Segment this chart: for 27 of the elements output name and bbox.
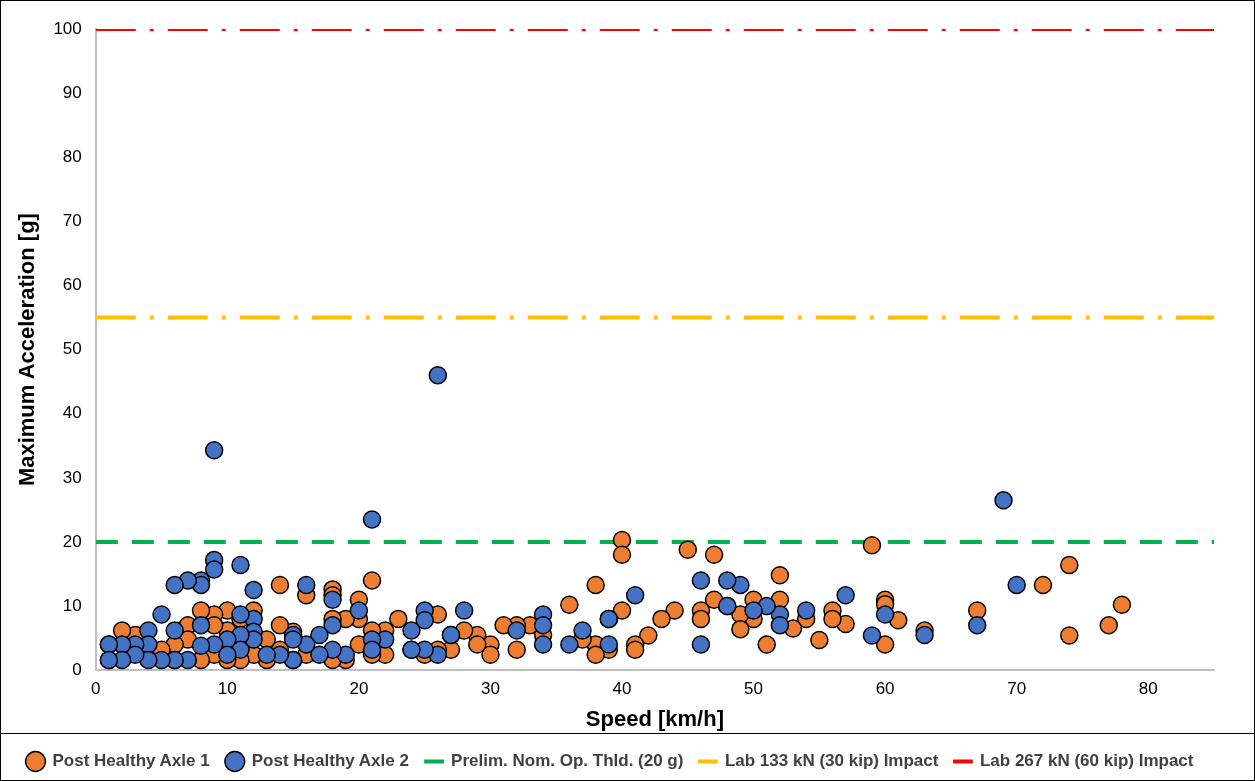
legend-label: Lab 267 kN (60 kip) Impact (979, 751, 1194, 771)
x-axis-title: Speed [km/h] (585, 705, 724, 731)
y-tick-label: 60 (62, 275, 82, 295)
x-tick-label: 50 (744, 679, 764, 699)
x-tick-label: 60 (875, 679, 895, 699)
legend-label: Prelim. Nom. Op. Thld. (20 g) (451, 751, 684, 771)
y-tick-label: 0 (72, 659, 82, 679)
y-tick-label: 20 (62, 531, 82, 551)
x-tick-label: 40 (612, 679, 632, 699)
legend-label: Post Healthy Axle 1 (52, 751, 210, 771)
y-tick-label: 90 (62, 82, 82, 102)
y-tick-label: 100 (53, 18, 82, 38)
x-tick-label: 0 (91, 679, 101, 699)
legend-label: Lab 133 kN (30 kip) Impact (724, 751, 939, 771)
x-tick-label: 70 (1007, 679, 1027, 699)
x-tick-label: 80 (1138, 679, 1158, 699)
y-axis-title: Maximum Acceleration [g] (14, 213, 40, 487)
x-tick-label: 20 (349, 679, 369, 699)
y-tick-label: 40 (62, 403, 82, 423)
y-tick-label: 10 (62, 595, 82, 615)
y-tick-label: 80 (62, 146, 82, 166)
x-tick-label: 10 (217, 679, 237, 699)
y-tick-label: 70 (62, 211, 82, 231)
y-tick-label: 50 (62, 339, 82, 359)
legend-label: Post Healthy Axle 2 (251, 751, 409, 771)
x-tick-label: 30 (480, 679, 500, 699)
y-tick-label: 30 (62, 467, 82, 487)
